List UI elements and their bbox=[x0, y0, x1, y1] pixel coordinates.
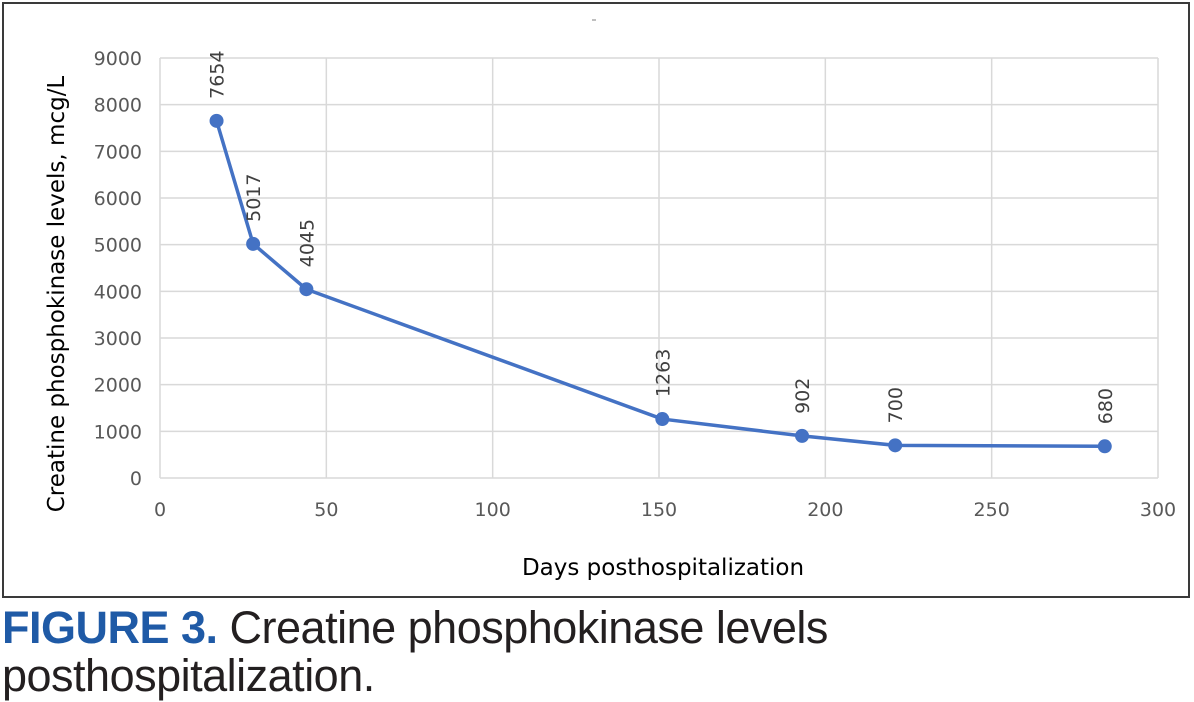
data-label: 700 bbox=[885, 387, 907, 423]
x-tick-label: 0 bbox=[154, 499, 166, 521]
x-axis-ticks: 0 50 100 150 200 250 300 bbox=[154, 499, 1176, 521]
x-axis-title: Days posthospitalization bbox=[522, 555, 804, 581]
figure-caption: FIGURE 3. Creatine phosphokinase levels … bbox=[2, 604, 1182, 700]
data-point bbox=[655, 412, 670, 427]
y-tick-label: 1000 bbox=[94, 421, 142, 443]
y-tick-label: 2000 bbox=[94, 375, 142, 397]
chart-svg: 0 1000 2000 3000 4000 5000 6000 7000 8000 9000 0 5… bbox=[44, 19, 1176, 581]
data-label: 4045 bbox=[296, 219, 318, 267]
data-point bbox=[209, 113, 224, 128]
y-tick-label: 9000 bbox=[94, 48, 142, 70]
y-axis-title: Creatine phosphokinase levels, mcg/L bbox=[44, 76, 70, 513]
data-label: 902 bbox=[792, 378, 814, 414]
data-label: 680 bbox=[1095, 388, 1117, 424]
figure-label: FIGURE 3. bbox=[2, 602, 218, 653]
x-tick-label: 250 bbox=[974, 499, 1010, 521]
data-label: 7654 bbox=[207, 50, 229, 98]
x-tick-label: 200 bbox=[807, 499, 843, 521]
x-tick-label: 50 bbox=[314, 499, 338, 521]
y-tick-label: 5000 bbox=[94, 235, 142, 257]
data-point bbox=[795, 428, 810, 443]
figure-caption-text: Creatine phosphokinase levels posthospit… bbox=[2, 602, 828, 701]
y-axis-ticks: 0 1000 2000 3000 4000 5000 6000 7000 8000 9000 bbox=[94, 48, 142, 490]
data-label: 1263 bbox=[652, 349, 674, 397]
y-tick-label: 7000 bbox=[94, 141, 142, 163]
data-points bbox=[209, 113, 1112, 454]
x-tick-label: 300 bbox=[1140, 499, 1176, 521]
data-point bbox=[888, 438, 903, 453]
y-tick-label: 4000 bbox=[94, 281, 142, 303]
data-labels: 7654 5017 4045 1263 902 700 680 bbox=[207, 50, 1117, 424]
y-tick-label: 8000 bbox=[94, 95, 142, 117]
data-label: 5017 bbox=[243, 174, 265, 222]
y-tick-label: 0 bbox=[130, 468, 142, 490]
y-tick-label: 6000 bbox=[94, 188, 142, 210]
chart-frame: 0 1000 2000 3000 4000 5000 6000 7000 8000 9000 0 5… bbox=[2, 2, 1190, 598]
data-point bbox=[1097, 439, 1112, 454]
x-tick-label: 100 bbox=[475, 499, 511, 521]
grid-lines bbox=[159, 19, 1159, 479]
data-point bbox=[299, 282, 314, 297]
y-tick-label: 3000 bbox=[94, 328, 142, 350]
data-point bbox=[246, 236, 261, 251]
x-tick-label: 150 bbox=[641, 499, 677, 521]
